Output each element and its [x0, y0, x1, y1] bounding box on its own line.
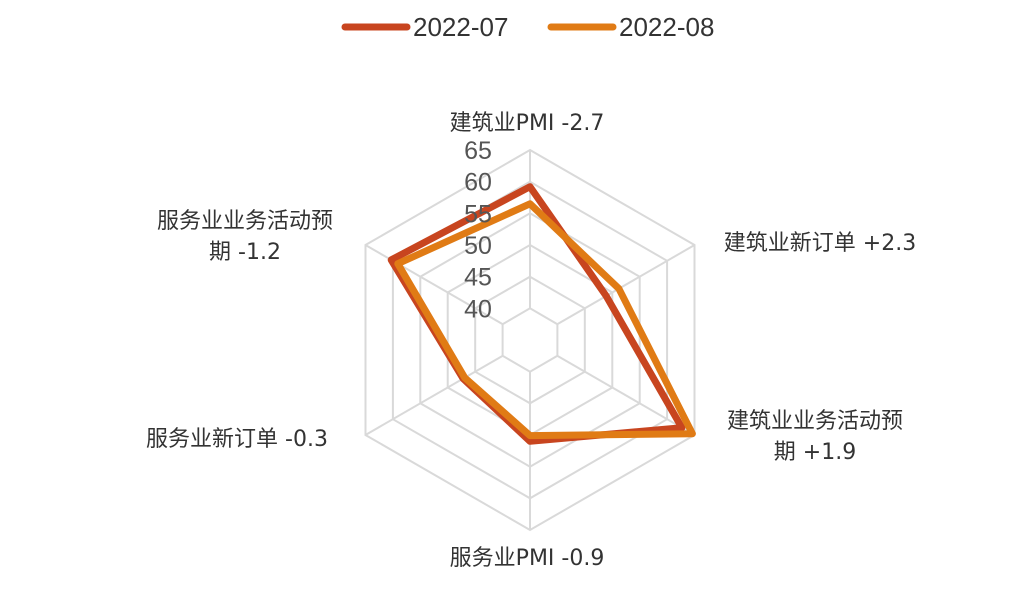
radial-tick-label: 60 [464, 169, 492, 197]
category-labels: 建筑业PMI -2.7 建筑业新订单 +2.3 建筑业业务活动预期 +1.9 服务业P… [146, 111, 916, 571]
category-label-line: 服务业业务活动预 [157, 209, 333, 234]
category-label-line: 期 -1.2 [209, 240, 281, 265]
grid-ring-40 [501, 307, 559, 373]
legend: 2022-07 2022-08 [341, 12, 714, 42]
radial-tick-labels: 40 45 50 55 60 65 [464, 137, 492, 323]
category-label: 服务业PMI -0.9 [450, 546, 605, 571]
radial-tick-label: 65 [464, 137, 492, 165]
category-label-line: 建筑业新订单 +2.3 [724, 231, 916, 256]
radial-tick-label: 55 [464, 200, 492, 228]
radial-tick-label: 50 [464, 232, 492, 260]
legend-label-2022-07: 2022-07 [413, 12, 508, 42]
category-label-line: 服务业PMI -0.9 [450, 546, 605, 571]
category-label: 建筑业新订单 +2.3 [724, 231, 916, 256]
category-label: 建筑业PMI -2.7 [450, 111, 605, 136]
grid-spoke [556, 354, 696, 436]
legend-label-2022-08: 2022-08 [619, 12, 714, 42]
category-label: 服务业新订单 -0.3 [146, 427, 328, 452]
category-label-line: 服务业新订单 -0.3 [146, 427, 328, 452]
series-lines [387, 183, 696, 445]
series-line-2022-08 [394, 200, 696, 440]
category-label-line: 期 +1.9 [774, 440, 856, 465]
grid-spoke [364, 354, 504, 436]
category-label: 建筑业业务活动预期 +1.9 [727, 409, 903, 465]
radial-tick-label: 45 [464, 264, 492, 292]
category-label-line: 建筑业业务活动预 [727, 409, 903, 434]
category-label-line: 建筑业PMI -2.7 [450, 111, 605, 136]
grid-spoke [556, 244, 696, 326]
series-line-2022-07 [387, 183, 686, 445]
radial-tick-label: 40 [464, 295, 492, 323]
category-label: 服务业业务活动预期 -1.2 [157, 209, 333, 265]
